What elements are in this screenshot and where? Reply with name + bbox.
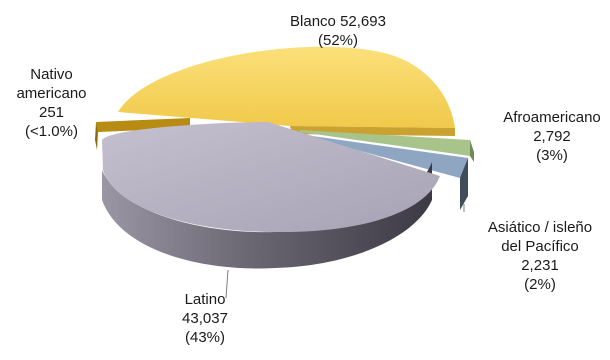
slice-latino bbox=[102, 122, 440, 269]
leader-line-latino bbox=[225, 269, 229, 299]
label-afroamericano: Afroamericano 2,792 (3%) bbox=[503, 109, 601, 164]
label-nativo-americano: Nativo americano 251 (<1.0%) bbox=[16, 66, 87, 140]
label-asiatico: Asiático / isleño del Pacífico 2,231 (2%… bbox=[487, 219, 593, 293]
label-blanco: Blanco 52,693 (52%) bbox=[290, 13, 386, 49]
slice-afroamericano bbox=[300, 130, 474, 162]
label-latino: Latino 43,037 (43%) bbox=[182, 291, 228, 346]
